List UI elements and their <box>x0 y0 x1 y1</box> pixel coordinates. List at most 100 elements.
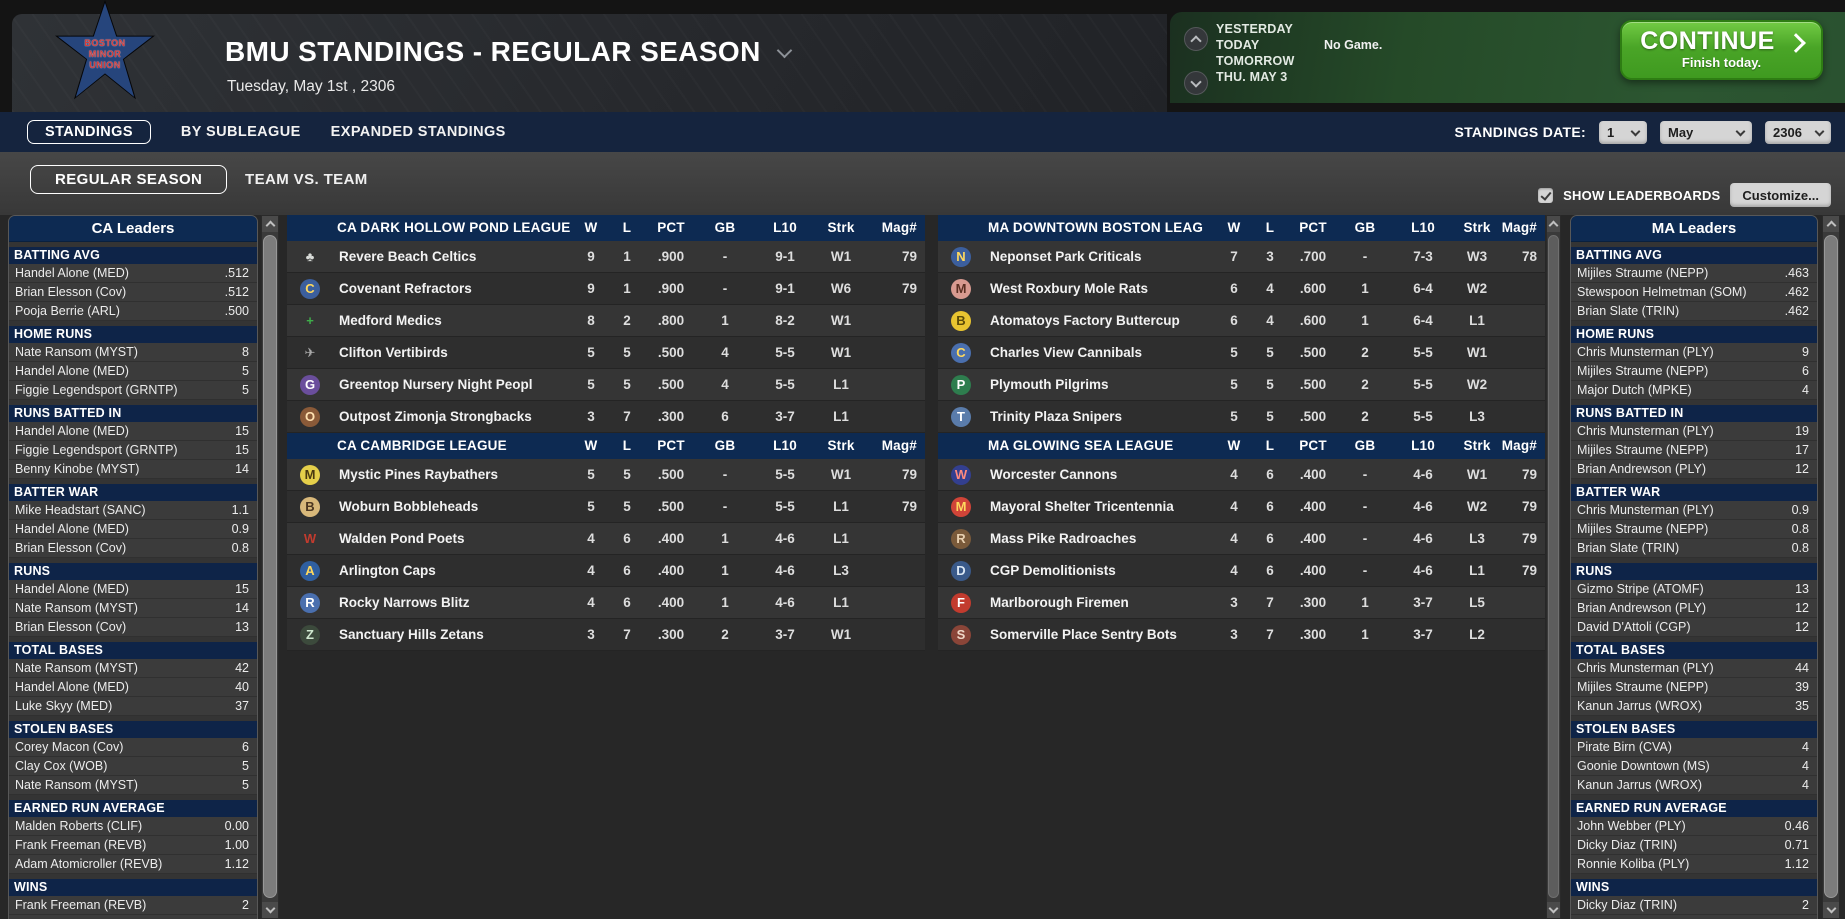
standings-team-row[interactable]: D CGP Demolitionists 4 6 .400 - 4-6 L1 7… <box>938 555 1545 587</box>
standings-team-row[interactable]: P Plymouth Pilgrims 5 5 .500 2 5-5 W2 <box>938 369 1545 401</box>
leader-row[interactable]: Dicky Diaz (TRIN) 2 <box>1571 896 1817 915</box>
leader-row[interactable]: David D'Attoli (CGP) 12 <box>1571 618 1817 637</box>
leader-row[interactable]: Nate Ransom (MYST) 8 <box>9 343 257 362</box>
leader-row[interactable]: Figgie Legendsport (GRNTP) 5 <box>9 381 257 400</box>
leader-row[interactable]: Chris Munsterman (PLY) 19 <box>1571 422 1817 441</box>
leader-row[interactable] <box>9 915 257 919</box>
leader-row[interactable] <box>1571 915 1817 919</box>
schedule-row-thu-may-3[interactable]: THU. MAY 3 <box>1216 69 1596 85</box>
standings-team-row[interactable]: O Outpost Zimonja Strongbacks 3 7 .300 6… <box>287 401 925 433</box>
standings-team-row[interactable]: C Charles View Cannibals 5 5 .500 2 5-5 … <box>938 337 1545 369</box>
leader-row[interactable]: Luke Skyy (MED) 37 <box>9 697 257 716</box>
leader-row[interactable]: Brian Andrewson (PLY) 12 <box>1571 460 1817 479</box>
standings-team-row[interactable]: ♣ Revere Beach Celtics 9 1 .900 - 9-1 W1… <box>287 241 925 273</box>
leader-row[interactable]: Handel Alone (MED) 15 <box>9 422 257 441</box>
leader-row[interactable]: Mike Headstart (SANC) 1.1 <box>9 501 257 520</box>
standings-team-row[interactable]: W Walden Pond Poets 4 6 .400 1 4-6 L1 <box>287 523 925 555</box>
leader-row[interactable]: Kanun Jarrus (WROX) 35 <box>1571 697 1817 716</box>
customize-button[interactable]: Customize... <box>1730 183 1831 207</box>
leader-row[interactable]: Malden Roberts (CLIF) 0.00 <box>9 817 257 836</box>
leader-row[interactable]: Goonie Downtown (MS) 4 <box>1571 757 1817 776</box>
leader-row[interactable]: Frank Freeman (REVB) 2 <box>9 896 257 915</box>
leader-row[interactable]: Dicky Diaz (TRIN) 0.71 <box>1571 836 1817 855</box>
leader-row[interactable]: Brian Slate (TRIN) .462 <box>1571 302 1817 321</box>
standings-team-row[interactable]: ✈ Clifton Vertibirds 5 5 .500 4 5-5 W1 <box>287 337 925 369</box>
leader-row[interactable]: Corey Macon (Cov) 6 <box>9 738 257 757</box>
leader-row[interactable]: Ronnie Koliba (PLY) 1.12 <box>1571 855 1817 874</box>
standings-team-row[interactable]: T Trinity Plaza Snipers 5 5 .500 2 5-5 L… <box>938 401 1545 433</box>
tab-team-vs-team[interactable]: TEAM VS. TEAM <box>245 171 368 188</box>
page-title-dropdown[interactable]: BMU STANDINGS - REGULAR SEASON <box>225 36 792 68</box>
continue-button[interactable]: CONTINUE Finish today. <box>1620 20 1823 80</box>
leader-row[interactable]: John Webber (PLY) 0.46 <box>1571 817 1817 836</box>
leader-row[interactable]: Mijiles Straume (NEPP) 39 <box>1571 678 1817 697</box>
standings-team-row[interactable]: C Covenant Refractors 9 1 .900 - 9-1 W6 … <box>287 273 925 305</box>
standings-team-row[interactable]: M West Roxbury Mole Rats 6 4 .600 1 6-4 … <box>938 273 1545 305</box>
standings-team-row[interactable]: A Arlington Caps 4 6 .400 1 4-6 L3 <box>287 555 925 587</box>
date-day-select[interactable]: 1 <box>1599 120 1647 144</box>
leader-row[interactable]: Brian Andrewson (PLY) 12 <box>1571 599 1817 618</box>
leader-row[interactable]: Brian Elesson (Cov) 0.8 <box>9 539 257 558</box>
leader-row[interactable]: Brian Slate (TRIN) 0.8 <box>1571 539 1817 558</box>
standings-team-row[interactable]: Z Sanctuary Hills Zetans 3 7 .300 2 3-7 … <box>287 619 925 651</box>
leader-row[interactable]: Mijiles Straume (NEPP) 6 <box>1571 362 1817 381</box>
leader-row[interactable]: Kanun Jarrus (WROX) 4 <box>1571 776 1817 795</box>
standings-scrollbar[interactable] <box>1546 215 1561 919</box>
leader-row[interactable]: Handel Alone (MED) 15 <box>9 580 257 599</box>
leader-row[interactable]: Nate Ransom (MYST) 14 <box>9 599 257 618</box>
standings-team-row[interactable]: G Greentop Nursery Night Peopl 5 5 .500 … <box>287 369 925 401</box>
leader-row[interactable]: Pooja Berrie (ARL) .500 <box>9 302 257 321</box>
standings-team-row[interactable]: F Marlborough Firemen 3 7 .300 1 3-7 L5 <box>938 587 1545 619</box>
leader-row[interactable]: Handel Alone (MED) 5 <box>9 362 257 381</box>
leader-row[interactable]: Clay Cox (WOB) 5 <box>9 757 257 776</box>
leader-row[interactable]: Nate Ransom (MYST) 5 <box>9 776 257 795</box>
scroll-down-button[interactable] <box>1823 902 1839 918</box>
ma-leaders-scrollbar[interactable] <box>1822 215 1840 919</box>
schedule-row-yesterday[interactable]: YESTERDAY <box>1216 21 1596 37</box>
scroll-down-button[interactable] <box>262 902 278 918</box>
scroll-up-button[interactable] <box>1547 216 1560 232</box>
tab-regular-season[interactable]: REGULAR SEASON <box>30 165 228 194</box>
tab-by-subleague[interactable]: BY SUBLEAGUE <box>180 124 301 140</box>
leader-row[interactable]: Handel Alone (MED) .512 <box>9 264 257 283</box>
schedule-row-today[interactable]: TODAY No Game. <box>1216 37 1596 53</box>
leader-row[interactable]: Handel Alone (MED) 40 <box>9 678 257 697</box>
show-leaderboards-checkbox[interactable] <box>1538 187 1554 203</box>
leader-row[interactable]: Major Dutch (MPKE) 4 <box>1571 381 1817 400</box>
scroll-up-button[interactable] <box>1823 216 1839 232</box>
scrollbar-thumb[interactable] <box>263 235 277 898</box>
leader-row[interactable]: Chris Munsterman (PLY) 44 <box>1571 659 1817 678</box>
leader-row[interactable]: Handel Alone (MED) 0.9 <box>9 520 257 539</box>
standings-team-row[interactable]: M Mystic Pines Raybathers 5 5 .500 - 5-5… <box>287 459 925 491</box>
leader-row[interactable]: Frank Freeman (REVB) 1.00 <box>9 836 257 855</box>
standings-team-row[interactable]: B Atomatoys Factory Buttercup 6 4 .600 1… <box>938 305 1545 337</box>
standings-team-row[interactable]: N Neponset Park Criticals 7 3 .700 - 7-3… <box>938 241 1545 273</box>
leader-row[interactable]: Adam Atomicroller (REVB) 1.12 <box>9 855 257 874</box>
leader-row[interactable]: Mijiles Straume (NEPP) 0.8 <box>1571 520 1817 539</box>
scrollbar-thumb[interactable] <box>1548 235 1559 898</box>
date-month-select[interactable]: May <box>1660 120 1752 144</box>
schedule-next-button[interactable] <box>1184 71 1208 95</box>
scrollbar-thumb[interactable] <box>1824 235 1838 898</box>
standings-team-row[interactable]: R Rocky Narrows Blitz 4 6 .400 1 4-6 L1 <box>287 587 925 619</box>
leader-row[interactable]: Mijiles Straume (NEPP) .463 <box>1571 264 1817 283</box>
leader-row[interactable]: Mijiles Straume (NEPP) 17 <box>1571 441 1817 460</box>
scroll-up-button[interactable] <box>262 216 278 232</box>
scroll-down-button[interactable] <box>1547 902 1560 918</box>
leader-row[interactable]: Stewspoon Helmetman (SOM) .462 <box>1571 283 1817 302</box>
leader-row[interactable]: Gizmo Stripe (ATOMF) 13 <box>1571 580 1817 599</box>
ca-leaders-scrollbar[interactable] <box>261 215 279 919</box>
standings-team-row[interactable]: W Worcester Cannons 4 6 .400 - 4-6 W1 79 <box>938 459 1545 491</box>
leader-row[interactable]: Chris Munsterman (PLY) 9 <box>1571 343 1817 362</box>
standings-team-row[interactable]: R Mass Pike Radroaches 4 6 .400 - 4-6 L3… <box>938 523 1545 555</box>
standings-team-row[interactable]: S Somerville Place Sentry Bots 3 7 .300 … <box>938 619 1545 651</box>
leader-row[interactable]: Nate Ransom (MYST) 42 <box>9 659 257 678</box>
standings-team-row[interactable]: + Medford Medics 8 2 .800 1 8-2 W1 <box>287 305 925 337</box>
schedule-prev-button[interactable] <box>1184 27 1208 51</box>
leader-row[interactable]: Brian Elesson (Cov) .512 <box>9 283 257 302</box>
leader-row[interactable]: Figgie Legendsport (GRNTP) 15 <box>9 441 257 460</box>
leader-row[interactable]: Benny Kinobe (MYST) 14 <box>9 460 257 479</box>
tab-standings[interactable]: STANDINGS <box>27 120 151 144</box>
standings-team-row[interactable]: M Mayoral Shelter Tricentennia 4 6 .400 … <box>938 491 1545 523</box>
standings-team-row[interactable]: B Woburn Bobbleheads 5 5 .500 - 5-5 L1 7… <box>287 491 925 523</box>
